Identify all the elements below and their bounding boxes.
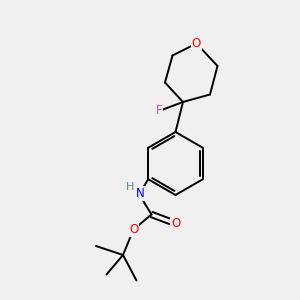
Text: O: O — [171, 217, 180, 230]
Text: N: N — [136, 187, 145, 200]
Text: O: O — [192, 37, 201, 50]
Text: O: O — [129, 223, 138, 236]
Text: H: H — [126, 182, 135, 192]
Text: F: F — [156, 104, 162, 118]
